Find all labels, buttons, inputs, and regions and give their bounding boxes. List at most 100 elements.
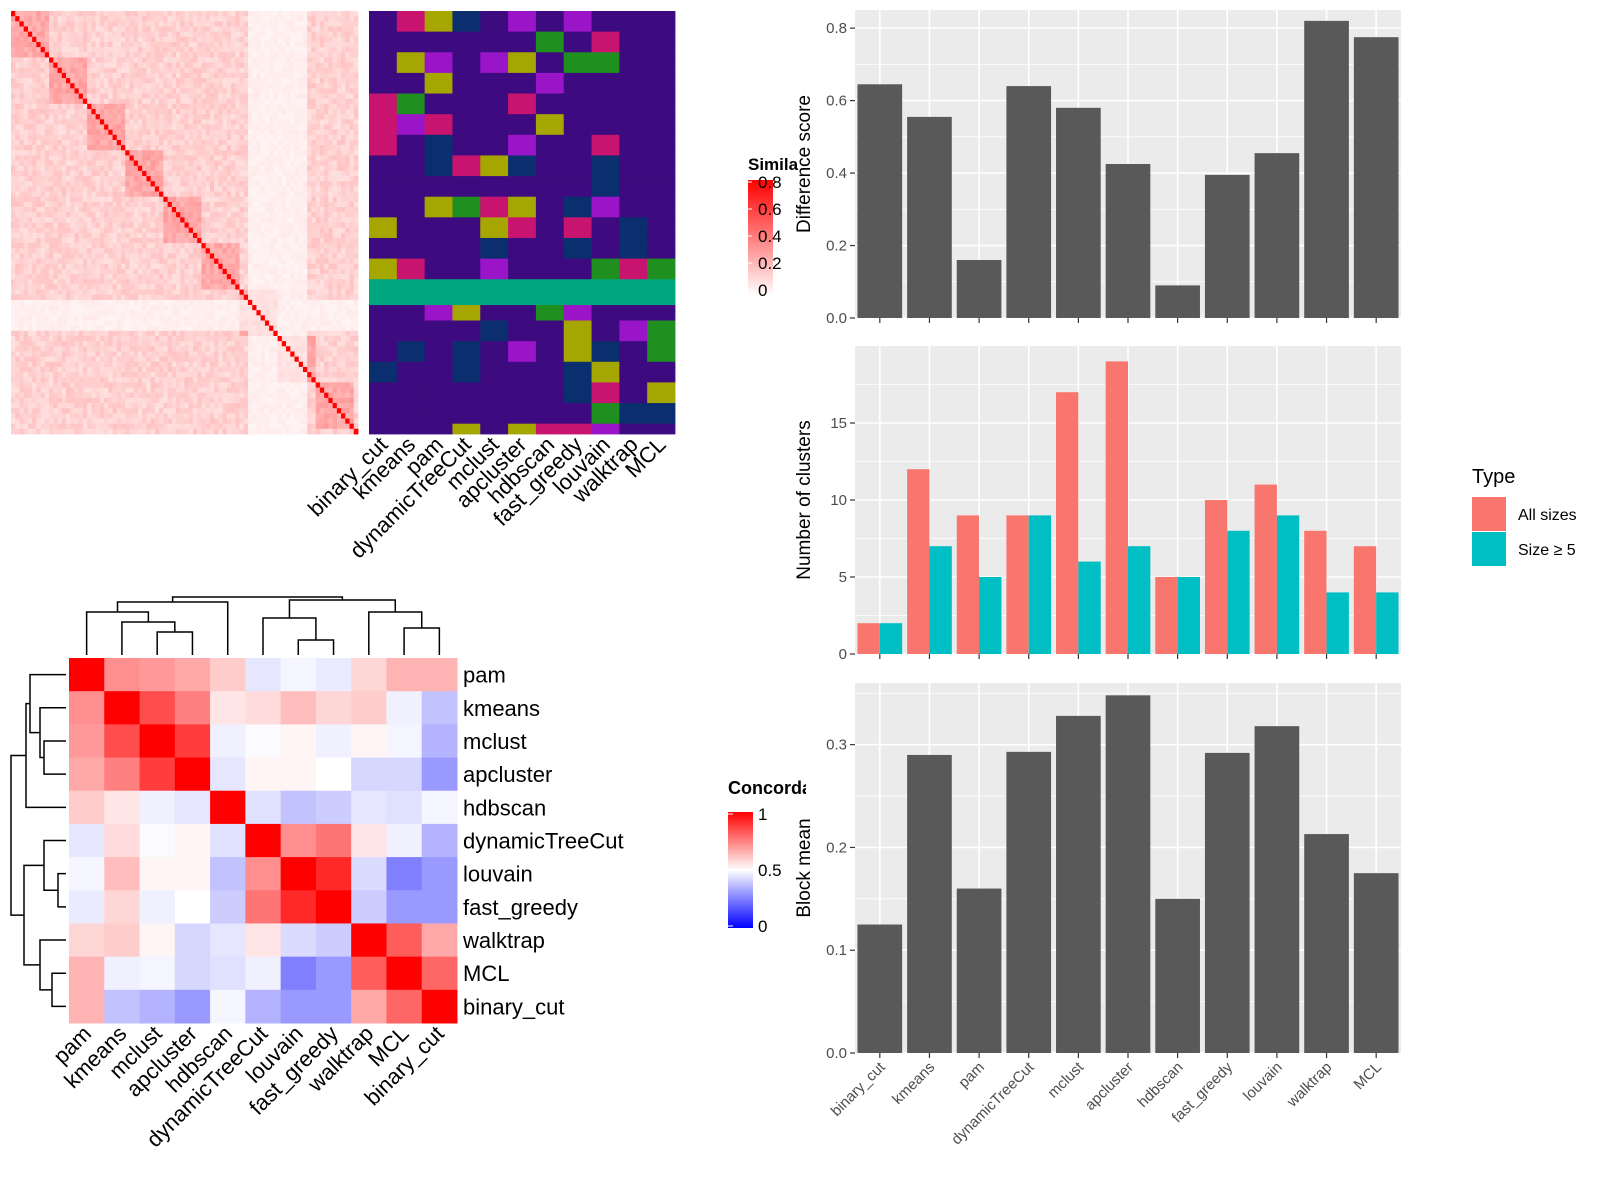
similarity-cell: [243, 93, 249, 100]
similarity-cell: [184, 176, 190, 182]
similarity-cell: [87, 289, 92, 296]
similarity-cell: [61, 134, 67, 141]
similarity-cell: [150, 212, 156, 218]
similarity-cell: [163, 237, 168, 244]
similarity-cell: [112, 227, 118, 234]
similarity-cell: [273, 176, 278, 182]
similarity-cell: [269, 119, 274, 125]
similarity-cell: [345, 21, 350, 27]
similarity-cell: [273, 263, 278, 270]
similarity-cell: [290, 78, 295, 84]
similarity-cell: [269, 279, 274, 285]
similarity-cell: [319, 170, 325, 177]
similarity-cell: [159, 11, 164, 17]
similarity-cell: [209, 124, 215, 131]
similarity-cell: [256, 88, 262, 94]
similarity-cell: [319, 253, 325, 260]
similarity-cell: [315, 93, 321, 100]
similarity-cell: [142, 119, 147, 125]
similarity-cell: [218, 114, 223, 120]
similarity-cell: [53, 181, 58, 187]
similarity-cell: [286, 114, 291, 120]
similarity-cell: [235, 160, 240, 167]
similarity-cell: [269, 155, 274, 161]
similarity-cell: [53, 268, 58, 275]
similarity-cell: [197, 196, 202, 203]
similarity-cell: [273, 57, 278, 63]
similarity-cell: [53, 62, 58, 69]
similarity-cell: [269, 253, 274, 260]
similarity-cell: [57, 36, 63, 43]
similarity-cell: [256, 248, 262, 254]
similarity-cell: [125, 93, 130, 100]
similarity-cell: [57, 26, 63, 33]
similarity-cell: [294, 129, 300, 136]
similarity-cell: [78, 52, 84, 58]
similarity-cell: [53, 176, 58, 182]
similarity-cell: [61, 279, 67, 285]
similarity-cell: [27, 57, 33, 63]
similarity-cell: [290, 227, 295, 234]
similarity-cell: [273, 160, 278, 167]
similarity-cell: [27, 72, 33, 79]
similarity-cell: [197, 139, 202, 146]
similarity-cell: [311, 134, 317, 141]
similarity-cell: [116, 11, 122, 17]
similarity-cell: [273, 279, 278, 285]
similarity-cell: [78, 299, 84, 306]
similarity-cell: [197, 258, 202, 265]
similarity-cell: [108, 36, 113, 43]
similarity-cell: [345, 232, 350, 239]
similarity-cell: [146, 160, 152, 167]
similarity-cell: [137, 248, 143, 254]
similarity-cell: [277, 243, 283, 249]
similarity-cell: [137, 47, 143, 53]
similarity-cell: [159, 222, 164, 229]
similarity-cell: [44, 191, 50, 198]
similarity-cell: [74, 83, 80, 89]
similarity-cell: [19, 248, 25, 254]
similarity-cell: [129, 67, 135, 74]
similarity-cell: [226, 253, 232, 260]
similarity-cell: [11, 279, 16, 285]
similarity-cell: [129, 279, 135, 285]
similarity-cell: [218, 103, 223, 110]
similarity-cell: [328, 320, 334, 327]
similarity-cell: [192, 248, 198, 254]
similarity-cell: [150, 31, 156, 38]
similarity-cell: [82, 52, 88, 58]
similarity-cell: [95, 191, 101, 198]
similarity-cell: [273, 155, 278, 161]
similarity-cell: [231, 72, 236, 79]
similarity-cell: [82, 299, 88, 306]
similarity-cell: [205, 31, 211, 38]
similarity-cell: [137, 52, 143, 58]
similarity-cell: [53, 232, 58, 239]
similarity-cell: [180, 310, 185, 316]
similarity-cell: [137, 109, 143, 115]
similarity-cell: [269, 284, 274, 290]
similarity-cell: [78, 258, 84, 265]
similarity-cell: [298, 237, 304, 244]
similarity-cell: [44, 315, 50, 321]
similarity-cell: [281, 119, 287, 125]
similarity-cell: [324, 268, 329, 275]
similarity-cell: [137, 232, 143, 239]
similarity-cell: [40, 119, 46, 125]
similarity-cell: [247, 98, 253, 105]
similarity-cell: [171, 284, 177, 290]
similarity-cell: [104, 52, 109, 58]
similarity-cell: [319, 305, 325, 311]
similarity-cell: [108, 243, 113, 249]
similarity-cell: [163, 31, 168, 38]
similarity-cell: [112, 176, 118, 182]
similarity-cell: [116, 145, 122, 151]
similarity-cell: [332, 181, 338, 187]
similarity-cell: [201, 119, 207, 125]
similarity-cell: [239, 134, 245, 141]
similarity-cell: [53, 103, 58, 110]
similarity-cell: [281, 134, 287, 141]
similarity-cell: [197, 57, 202, 63]
similarity-cell: [336, 227, 342, 234]
similarity-cell: [252, 31, 257, 38]
